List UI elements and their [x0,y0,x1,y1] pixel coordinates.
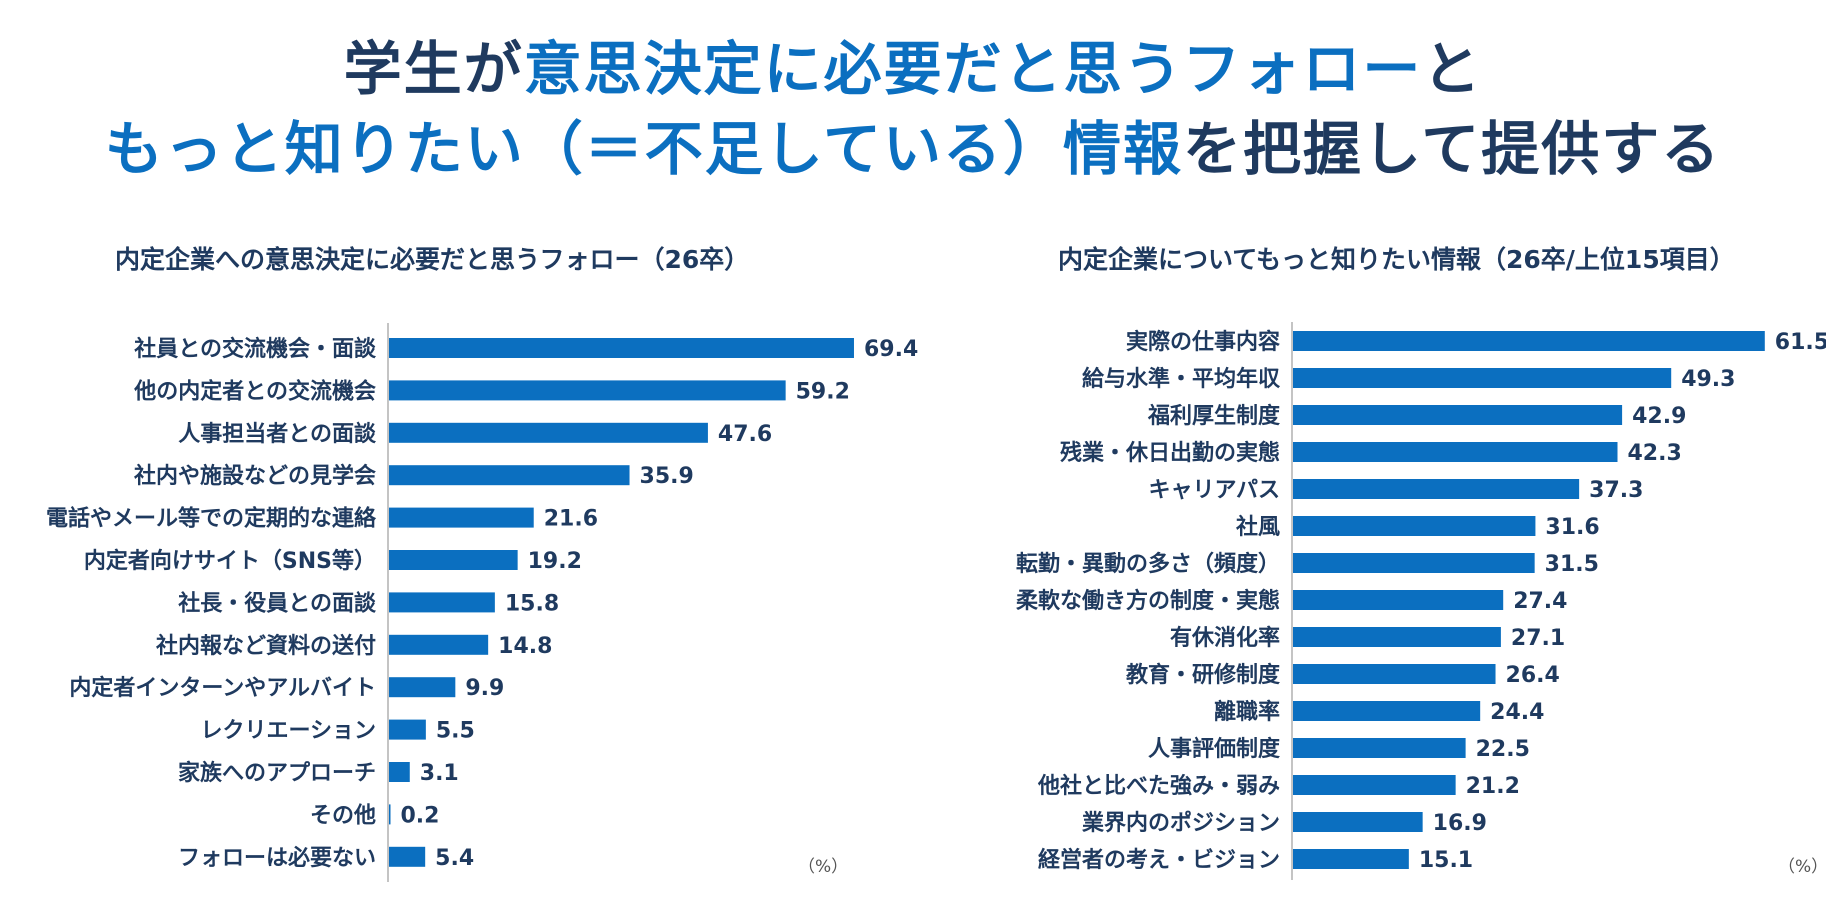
bar [389,338,854,358]
value-label: 47.6 [718,422,772,447]
value-label: 5.4 [435,846,474,871]
category-label: 内定者向けサイト（SNS等） [84,548,376,574]
category-label: 電話やメール等での定期的な連絡 [46,506,377,532]
headline-line-1: 学生が意思決定に必要だと思うフォローと [0,22,1826,106]
left-chart-title: 内定企業への意思決定に必要だと思うフォロー（26卒） [115,245,750,274]
value-label: 19.2 [528,549,582,574]
bar [389,380,786,401]
category-label: 社内や施設などの見学会 [134,463,376,489]
bar [389,550,518,570]
bar [389,634,489,655]
category-label: 家族へのアプローチ [178,760,376,786]
left-unit-label: （%） [798,857,849,877]
value-label: 69.4 [864,337,918,362]
bar [389,677,456,698]
category-label: レクリエーション [200,719,376,744]
category-label: 社内報など資料の送付 [156,633,376,659]
right-chart-title: 内定企業についてもっと知りたい情報（26卒/上位15項目） [1058,245,1735,274]
headline-segment: を把握して提供する [1183,115,1722,183]
bar [389,592,495,613]
bar [389,846,426,867]
bar [389,422,708,443]
category-label: 社長・役員との面談 [178,590,377,616]
value-label: 35.9 [640,464,694,489]
value-label: 21.6 [544,507,598,532]
value-label: 59.2 [796,379,850,404]
bar [389,804,391,825]
headline-segment: もっと知りたい（＝不足している）情報 [104,115,1183,183]
value-label: 3.1 [420,761,459,786]
bar [389,507,534,528]
category-label: 内定者インターンやアルバイト [69,675,376,701]
bar [389,719,426,740]
right-unit-label: （%） [1778,857,1826,877]
bar [389,465,630,486]
headline-line-2: もっと知りたい（＝不足している）情報を把握して提供する [0,102,1826,186]
category-label: その他 [310,803,376,828]
value-label: 5.5 [436,719,475,744]
value-label: 15.8 [505,591,559,616]
bar [389,762,410,782]
category-label: 他の内定者との交流機会 [133,378,376,404]
value-label: 0.2 [401,803,440,828]
headline-segment: 学生が [343,35,524,103]
category-label: 社員との交流機会・面談 [134,336,377,362]
value-label: 14.8 [498,634,552,659]
headline-segment: と [1422,35,1483,103]
headline-segment: 意思決定に必要だと思うフォロー [523,35,1423,103]
category-label: フォローは必要ない [178,845,376,871]
value-label: 9.9 [465,676,504,701]
category-label: 人事担当者との面談 [178,421,377,447]
